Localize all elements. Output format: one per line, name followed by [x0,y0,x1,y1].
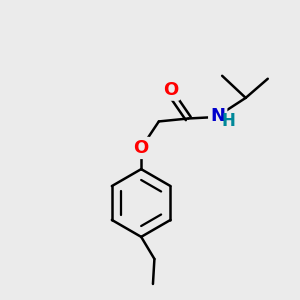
Text: O: O [134,139,149,157]
Text: N: N [210,106,225,124]
Text: O: O [163,81,178,99]
Text: H: H [222,112,236,130]
